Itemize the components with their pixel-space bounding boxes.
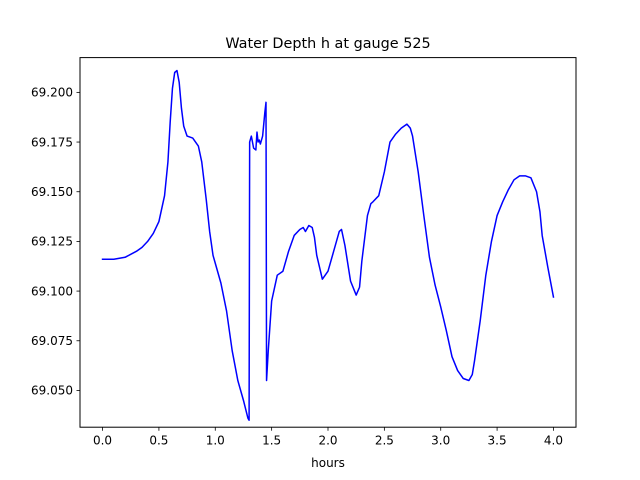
x-axis-label: hours (311, 456, 345, 470)
y-tick-label: 69.125 (31, 235, 73, 249)
y-tick-label: 69.050 (31, 384, 73, 398)
y-tick-label: 69.150 (31, 185, 73, 199)
x-tick-label: 2.5 (375, 434, 394, 448)
y-axis-ticks: 69.050 69.075 69.100 69.125 69.150 69.175 69.2… (31, 86, 80, 398)
y-tick-label: 69.100 (31, 284, 73, 298)
x-axis-ticks: 0.0 0.5 1.0 1.5 2.0 2.5 3.0 3.5 4.0 (93, 427, 563, 448)
x-tick-label: 2.0 (318, 434, 337, 448)
x-tick-label: 3.0 (431, 434, 450, 448)
x-tick-label: 4.0 (544, 434, 563, 448)
y-tick-label: 69.200 (31, 86, 73, 100)
y-tick-label: 69.075 (31, 334, 73, 348)
series-line-0 (101, 69, 555, 421)
x-tick-label: 1.5 (262, 434, 281, 448)
x-tick-label: 0.0 (93, 434, 112, 448)
x-tick-label: 1.0 (206, 434, 225, 448)
axes-frame (79, 57, 577, 428)
plot-area (101, 69, 555, 421)
x-tick-label: 0.5 (149, 434, 168, 448)
x-tick-label: 3.5 (488, 434, 507, 448)
chart-title: Water Depth h at gauge 525 (225, 36, 430, 52)
y-tick-label: 69.175 (31, 135, 73, 149)
